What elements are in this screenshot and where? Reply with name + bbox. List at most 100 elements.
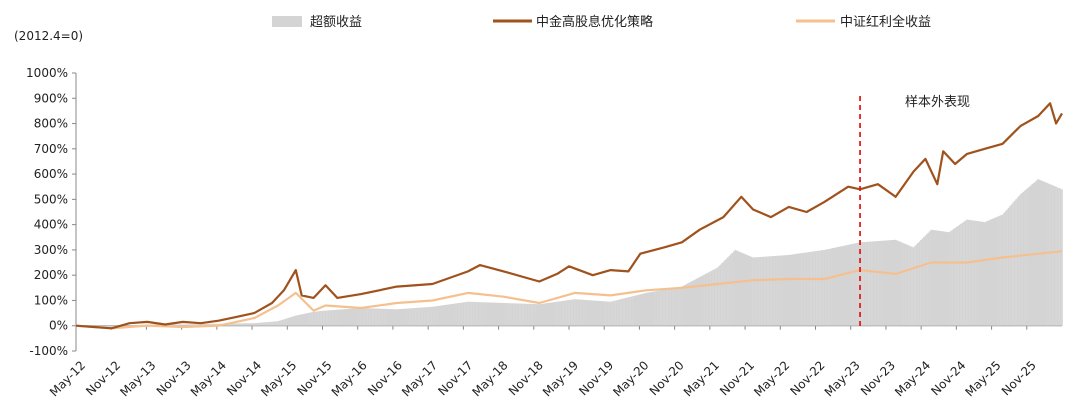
excess-bar bbox=[618, 299, 621, 326]
excess-bar bbox=[761, 256, 763, 326]
excess-bar bbox=[403, 308, 405, 326]
excess-bar bbox=[932, 229, 934, 326]
excess-bar bbox=[240, 323, 242, 326]
excess-bar bbox=[314, 311, 316, 326]
excess-bar bbox=[332, 310, 334, 326]
excess-bar bbox=[173, 324, 175, 326]
excess-bar bbox=[268, 321, 270, 326]
excess-bar bbox=[103, 325, 106, 327]
excess-bar bbox=[997, 216, 999, 326]
excess-bar bbox=[599, 300, 601, 326]
excess-bar bbox=[520, 303, 523, 326]
excess-bar bbox=[416, 307, 419, 326]
excess-bar bbox=[210, 323, 212, 326]
excess-bar bbox=[177, 324, 180, 326]
excess-bar bbox=[453, 303, 456, 326]
x-tick-label: Nov-21 bbox=[717, 358, 757, 398]
excess-bar bbox=[315, 311, 318, 326]
excess-bar bbox=[507, 303, 509, 326]
excess-bar bbox=[510, 303, 512, 326]
excess-bar bbox=[378, 308, 380, 326]
excess-bar bbox=[923, 237, 925, 326]
excess-bar bbox=[275, 321, 278, 326]
excess-bar bbox=[608, 301, 610, 326]
excess-bar bbox=[496, 302, 499, 326]
excess-bar bbox=[911, 246, 913, 326]
excess-bar bbox=[640, 293, 643, 326]
excess-bar bbox=[734, 249, 737, 326]
excess-bar bbox=[658, 290, 661, 326]
excess-bar bbox=[649, 292, 652, 326]
excess-bar bbox=[921, 238, 924, 326]
excess-bar bbox=[893, 239, 896, 326]
excess-bar bbox=[594, 300, 597, 326]
excess-bar bbox=[207, 323, 209, 326]
x-tick-label: Nov-16 bbox=[365, 358, 405, 398]
excess-bar bbox=[534, 304, 536, 326]
excess-bar bbox=[746, 254, 748, 326]
excess-bar bbox=[447, 304, 450, 326]
excess-bar bbox=[1003, 212, 1005, 326]
x-tick-label: Nov-24 bbox=[928, 358, 968, 398]
excess-bar bbox=[421, 307, 423, 326]
excess-bar bbox=[202, 324, 205, 326]
excess-bar bbox=[180, 324, 183, 326]
excess-bar bbox=[712, 269, 714, 326]
excess-bar bbox=[896, 240, 898, 326]
excess-bar bbox=[902, 242, 904, 326]
excess-bar bbox=[590, 300, 593, 326]
excess-bar bbox=[333, 309, 336, 326]
excess-bar bbox=[381, 308, 383, 326]
x-tick-label: May-23 bbox=[822, 358, 863, 399]
excess-bar bbox=[587, 300, 590, 326]
excess-bar bbox=[744, 254, 747, 326]
excess-bar bbox=[98, 325, 101, 327]
excess-bar bbox=[106, 325, 108, 327]
excess-bar bbox=[557, 301, 560, 326]
excess-bar bbox=[617, 299, 619, 326]
excess-bar bbox=[401, 308, 404, 326]
excess-bar bbox=[1018, 195, 1020, 326]
excess-bar bbox=[813, 251, 815, 326]
excess-bar bbox=[317, 311, 319, 326]
excess-bar bbox=[287, 317, 290, 326]
excess-bar bbox=[670, 288, 673, 326]
excess-bar bbox=[1046, 182, 1048, 326]
excess-bar bbox=[566, 300, 569, 326]
x-tick-label: Nov-17 bbox=[435, 358, 475, 398]
excess-bar bbox=[231, 323, 233, 326]
excess-bar bbox=[753, 257, 756, 326]
excess-bar bbox=[689, 281, 692, 326]
excess-bar bbox=[349, 308, 352, 326]
excess-bar bbox=[302, 314, 304, 326]
excess-bar bbox=[952, 229, 955, 326]
excess-bar bbox=[842, 245, 845, 326]
excess-bar bbox=[458, 302, 460, 326]
excess-bar bbox=[369, 308, 371, 326]
excess-bar bbox=[392, 309, 395, 326]
excess-bar bbox=[976, 221, 979, 326]
excess-bar bbox=[397, 309, 400, 326]
excess-bar bbox=[395, 309, 398, 326]
excess-bar bbox=[266, 322, 269, 326]
excess-bar bbox=[341, 309, 343, 326]
excess-bar bbox=[750, 256, 753, 326]
excess-bar bbox=[312, 311, 315, 326]
excess-bar bbox=[358, 308, 361, 326]
excess-bar bbox=[563, 300, 566, 326]
excess-bar bbox=[562, 300, 564, 326]
excess-bar bbox=[437, 305, 440, 326]
excess-bar bbox=[960, 223, 962, 326]
excess-bar bbox=[193, 324, 196, 326]
excess-bar bbox=[838, 246, 841, 326]
excess-bar bbox=[1024, 190, 1026, 326]
excess-bar bbox=[450, 304, 453, 326]
excess-bar bbox=[476, 302, 478, 326]
excess-bar bbox=[692, 280, 695, 326]
excess-bar bbox=[1006, 209, 1008, 326]
excess-bar bbox=[866, 241, 869, 326]
excess-bar bbox=[816, 250, 818, 326]
excess-bar bbox=[559, 301, 561, 326]
excess-bar bbox=[807, 252, 809, 326]
excess-bar bbox=[646, 292, 649, 326]
